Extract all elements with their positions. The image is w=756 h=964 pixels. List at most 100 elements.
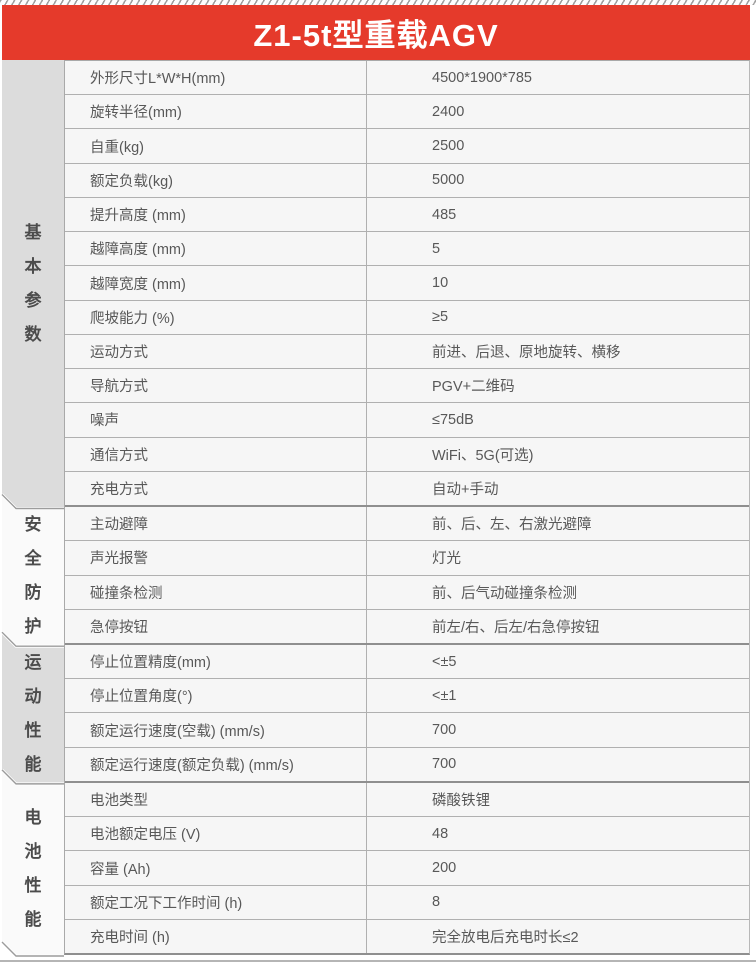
spec-label: 停止位置角度(°) <box>65 679 367 713</box>
table-row: 电池额定电压 (V) 48 <box>65 817 749 852</box>
spec-value: ≥5 <box>432 309 449 326</box>
table-row: 爬坡能力 (%) ≥5 <box>65 300 749 335</box>
category-label-char: 性 <box>24 875 42 895</box>
spec-value: 5000 <box>432 172 465 189</box>
category-label-char: 运 <box>24 653 42 673</box>
spec-label: 爬坡能力 (%) <box>65 300 367 334</box>
sidebar-section <box>2 495 64 646</box>
category-label: 基本参数 <box>2 216 64 352</box>
spec-value: 5 <box>432 240 441 257</box>
spec-value: <±5 <box>432 653 457 670</box>
spec-label: 急停按钮 <box>65 609 367 643</box>
spec-label: 充电方式 <box>65 471 367 506</box>
spec-label: 越障高度 (mm) <box>65 232 367 266</box>
table-row: 外形尺寸L*W*H(mm) 4500*1900*785 <box>65 61 749 96</box>
spec-value: <±1 <box>432 687 457 704</box>
sidebar-section <box>2 633 64 783</box>
spec-value: 前、后、左、右激光避障 <box>432 517 592 534</box>
table-row: 越障高度 (mm) 5 <box>65 232 749 267</box>
table-row: 充电方式 自动+手动 <box>65 471 749 508</box>
table-row: 通信方式 WiFi、5G(可选) <box>65 437 749 472</box>
bottom-border-line <box>0 960 756 962</box>
category-label-char: 性 <box>24 721 42 741</box>
spec-label: 自重(kg) <box>65 129 367 163</box>
spec-value: 700 <box>432 756 457 773</box>
category-label-char: 能 <box>24 909 42 929</box>
category-label-char: 安 <box>24 515 42 535</box>
page-title: Z1-5t型重载AGV <box>253 18 499 53</box>
category-label-char: 防 <box>24 583 42 603</box>
spec-label: 通信方式 <box>65 437 367 471</box>
spec-label: 导航方式 <box>65 369 367 403</box>
category-label-char: 电 <box>24 807 42 827</box>
category-label-char: 全 <box>24 549 42 569</box>
category-label-char: 本 <box>24 256 42 276</box>
spec-label: 充电时间 (h) <box>65 919 367 954</box>
spec-value: 自动+手动 <box>432 481 499 498</box>
top-hatch-border <box>0 0 756 5</box>
table-row: 导航方式 PGV+二维码 <box>65 369 749 404</box>
category-label: 电池性能 <box>2 801 64 937</box>
spec-label: 额定运行速度(额定负载) (mm/s) <box>65 747 367 781</box>
spec-table: 基本参数安全防护运动性能电池性能 外形尺寸L*W*H(mm) 4500*1900*… <box>0 60 750 958</box>
spec-label: 停止位置精度(mm) <box>65 644 367 679</box>
table-row: 越障宽度 (mm) 10 <box>65 266 749 301</box>
table-row: 急停按钮 前左/右、后左/右急停按钮 <box>65 609 749 645</box>
spec-value: 8 <box>432 894 441 911</box>
table-row: 额定负载(kg) 5000 <box>65 163 749 198</box>
table-row: 额定运行速度(额定负载) (mm/s) 700 <box>65 747 749 783</box>
section-separator-line <box>1 494 64 510</box>
category-label-char: 池 <box>24 841 42 861</box>
spec-label: 主动避障 <box>65 507 367 541</box>
table-row: 主动避障 前、后、左、右激光避障 <box>65 507 749 542</box>
spec-label: 运动方式 <box>65 334 367 369</box>
spec-value: 灯光 <box>432 551 461 568</box>
sidebar-section <box>2 60 64 508</box>
table-row: 声光报警 灯光 <box>65 541 749 576</box>
spec-value: 磷酸铁锂 <box>432 793 490 810</box>
table-row: 碰撞条检测 前、后气动碰撞条检测 <box>65 575 749 610</box>
category-label-char: 护 <box>24 617 42 637</box>
category-label-char: 数 <box>24 324 42 344</box>
table-row: 旋转半径(mm) 2400 <box>65 95 749 130</box>
spec-label: 容量 (Ah) <box>65 851 367 885</box>
spec-label: 越障宽度 (mm) <box>65 266 367 300</box>
table-row: 容量 (Ah) 200 <box>65 851 749 886</box>
spec-value: ≤75dB <box>432 411 474 428</box>
spec-label: 额定负载(kg) <box>65 163 367 197</box>
spec-value: 前进、后退、原地旋转、横移 <box>432 344 621 361</box>
spec-label: 电池类型 <box>65 782 367 817</box>
table-row: 停止位置角度(°) <±1 <box>65 679 749 714</box>
title-bar: Z1-5t型重载AGV <box>2 5 750 60</box>
spec-value: WiFi、5G(可选) <box>432 447 534 464</box>
spec-label: 噪声 <box>65 403 367 437</box>
spec-label: 提升高度 (mm) <box>65 197 367 232</box>
spec-rows: 外形尺寸L*W*H(mm) 4500*1900*785 旋转半径(mm) 2400 自重… <box>64 60 750 955</box>
spec-value: 485 <box>432 206 457 223</box>
spec-value: 完全放电后充电时长≤2 <box>432 929 579 946</box>
section-separator-line <box>1 769 64 785</box>
spec-value: 10 <box>432 275 449 292</box>
spec-value: 2500 <box>432 138 465 155</box>
table-row: 自重(kg) 2500 <box>65 129 749 164</box>
spec-label: 额定运行速度(空载) (mm/s) <box>65 713 367 747</box>
category-label-char: 基 <box>24 222 42 242</box>
spec-label: 外形尺寸L*W*H(mm) <box>65 61 367 95</box>
table-row: 电池类型 磷酸铁锂 <box>65 782 749 818</box>
section-separator-line <box>1 941 64 957</box>
spec-label: 电池额定电压 (V) <box>65 817 367 851</box>
category-label-char: 参 <box>24 290 42 310</box>
category-label: 安全防护 <box>2 508 64 644</box>
spec-label: 额定工况下工作时间 (h) <box>65 885 367 919</box>
spec-label: 声光报警 <box>65 541 367 575</box>
spec-label: 旋转半径(mm) <box>65 95 367 129</box>
table-row: 额定工况下工作时间 (h) 8 <box>65 885 749 920</box>
table-row: 运动方式 前进、后退、原地旋转、横移 <box>65 334 749 370</box>
table-row: 噪声 ≤75dB <box>65 403 749 438</box>
section-separator-line <box>1 631 64 647</box>
spec-label: 碰撞条检测 <box>65 575 367 609</box>
sidebar-shapes <box>0 60 64 958</box>
category-label-char: 动 <box>24 687 42 707</box>
spec-value: 4500*1900*785 <box>432 69 532 86</box>
